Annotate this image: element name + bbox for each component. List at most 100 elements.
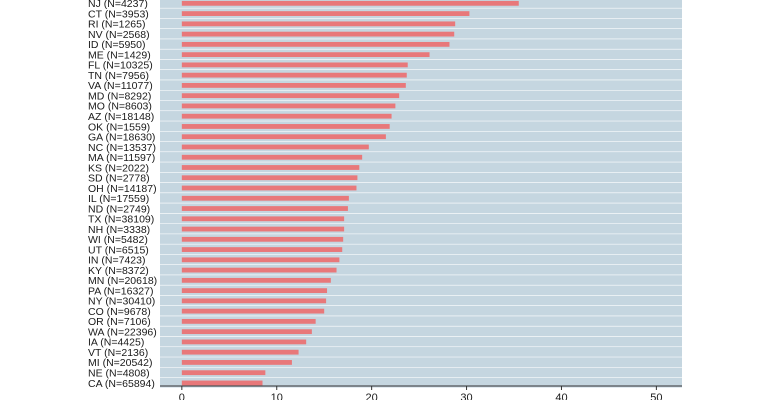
x-tick-label: 0 [179,392,185,400]
y-tick-label: GA (N=18630) [88,132,155,144]
bar [181,11,470,16]
y-tick-label: ID (N=5950) [88,39,145,51]
row-stripe [160,80,682,91]
bar [181,267,337,273]
y-tick-label: TX (N=38109) [88,214,154,226]
y-tick-label: VT (N=2136) [88,347,148,359]
x-tick-label: 40 [555,392,567,400]
row-stripe [160,121,682,132]
bar [181,103,396,109]
row-stripe [160,306,682,317]
row-stripe [160,111,682,122]
y-tick-label: MA (N=11597) [88,152,155,164]
bar [181,52,430,58]
bar [181,165,360,170]
bar [181,277,331,283]
bar [181,318,316,324]
y-tick-label: WI (N=5482) [88,234,148,246]
bar [181,83,406,88]
x-tick-label: 30 [460,392,472,400]
bar [181,134,386,140]
y-tick-label: NH (N=3338) [88,224,150,236]
y-tick-label: OH (N=14187) [88,183,157,195]
y-tick-label: CA (N=65894) [88,378,155,390]
row-stripe [160,141,682,153]
bar [181,0,519,6]
row-stripe [160,59,682,71]
bar [181,113,392,119]
bar [181,206,348,211]
x-tick-label: 10 [271,392,283,400]
row-stripe [160,152,682,163]
bar [181,329,312,335]
bar [181,247,343,252]
x-tick-label: 20 [366,392,378,400]
bar [181,226,345,232]
bar [181,62,408,68]
bar [181,380,263,386]
row-stripe [160,213,682,224]
bar [181,175,358,181]
row-stripe [160,326,682,337]
row-stripe [160,223,682,235]
bar [181,298,327,304]
y-tick-label: NE (N=4808) [88,367,150,379]
row-stripe [160,275,682,286]
row-stripe [160,100,682,112]
y-tick-label: IA (N=4425) [88,337,144,349]
y-tick-label: OR (N=7106) [88,316,151,328]
y-tick-label: IN (N=7423) [88,255,145,267]
bar [181,144,369,150]
bar [181,370,266,376]
bar [181,31,455,37]
y-tick-label: SD (N=2778) [88,173,150,185]
row-stripe [160,347,682,358]
y-tick-label: MI (N=20542) [88,357,153,369]
y-tick-label: PA (N=16327) [88,285,153,297]
y-tick-label: CT (N=3953) [88,8,149,20]
y-tick-label: KY (N=8372) [88,265,149,277]
y-tick-label: RI (N=1265) [88,19,145,31]
y-tick-label: FL (N=10325) [88,60,153,72]
bar [181,21,456,27]
y-tick-label: OK (N=1559) [88,121,150,133]
row-stripe [160,131,682,142]
bar [181,257,340,263]
y-tick-label: MN (N=20618) [88,275,157,287]
y-tick-label: VA (N=11077) [88,80,153,92]
bar [181,124,390,129]
row-stripe [160,182,682,194]
bar [181,339,307,345]
y-tick-label: MO (N=8603) [88,101,152,113]
row-stripe [160,367,682,378]
row-stripe [160,193,682,204]
bar [181,41,450,47]
y-tick-label: NV (N=2568) [88,29,150,41]
row-stripe [160,172,682,183]
bar [181,308,325,314]
bar [181,185,357,191]
row-stripe [160,316,682,327]
row-stripe [160,244,682,255]
y-tick-label: NC (N=13537) [88,142,156,154]
y-tick-label: AZ (N=18148) [88,111,154,123]
x-tick-label: 50 [650,392,662,400]
row-stripe [160,377,682,389]
row-stripe [160,70,682,81]
row-stripe [160,90,682,101]
row-stripe [160,234,682,245]
y-tick-label: ND (N=2749) [88,203,150,215]
y-tick-label: ME (N=1429) [88,49,151,61]
bar [181,154,363,160]
bar [181,236,344,242]
y-tick-label: UT (N=6515) [88,244,149,256]
y-tick-label: KS (N=2022) [88,162,149,174]
row-stripe [160,295,682,306]
row-stripe [160,203,682,214]
bar [181,216,345,222]
y-tick-label: CO (N=9678) [88,306,151,318]
y-tick-label: NJ (N=4237) [88,0,148,10]
y-axis-labels: NJ (N=4237)CT (N=3953)RI (N=1265)NV (N=2… [88,0,157,390]
